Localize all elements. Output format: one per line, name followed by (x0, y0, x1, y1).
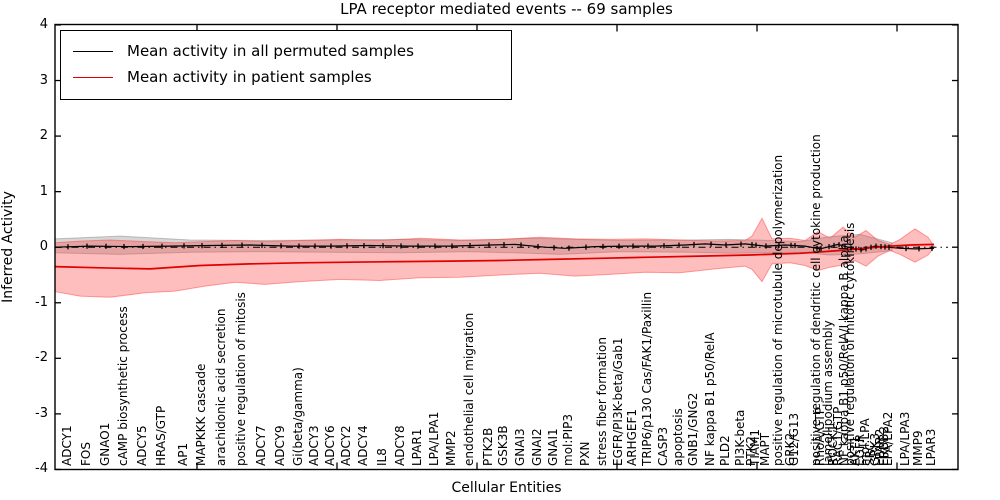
series-line-1 (54, 243, 935, 270)
entity-label: GNAO1 (98, 422, 112, 466)
entity-label: AP1 (176, 442, 190, 466)
y-tick-label: 1 (39, 183, 48, 199)
entity-label: GNB1/GNG2 (686, 392, 700, 466)
entity-label: TRIP6/p130 Cas/FAK1/Paxillin (640, 291, 654, 466)
entity-label: ADCY1 (60, 425, 74, 466)
entity-label: positive regulation of mitosis (234, 292, 248, 466)
entity-label: MMP2 (444, 430, 458, 466)
entity-label: HRAS/GTP (154, 405, 168, 466)
patient-samples-range-band (54, 217, 935, 298)
legend-row-permuted: Mean activity in all permuted samples (73, 38, 501, 64)
entity-label: cAMP biosynthetic process (116, 306, 130, 466)
entity-label: LPAR1 (410, 428, 424, 466)
y-tick-label: -4 (35, 461, 48, 477)
legend-label-permuted: Mean activity in all permuted samples (127, 42, 414, 60)
entity-label: ADCY2 (339, 425, 353, 466)
entity-label: LPA/LPA1 (427, 411, 441, 466)
entity-label: ADCY5 (135, 425, 149, 466)
entity-label: G12/G13 (787, 412, 801, 466)
entity-label: GNAI1 (546, 428, 560, 466)
entity-label: EGFR/PI3K-beta/Gab1 (611, 337, 625, 466)
y-tick-label: 3 (39, 72, 48, 88)
legend: Mean activity in all permuted samples Me… (60, 30, 512, 100)
chart-title: LPA receptor mediated events -- 69 sampl… (340, 0, 673, 18)
entity-label: ADCY4 (356, 425, 370, 466)
entity-label: IL8 (375, 448, 389, 466)
legend-row-patient: Mean activity in patient samples (73, 64, 501, 90)
legend-label-patient: Mean activity in patient samples (127, 68, 372, 86)
entity-label: ADCY9 (273, 425, 287, 466)
patient-line-swatch (73, 76, 113, 78)
permuted-samples-range-band (54, 233, 893, 256)
entity-label: PXN (578, 441, 592, 466)
entity-label: ADCY7 (254, 425, 268, 466)
entity-label: positive regulation of mitotic cytokines… (843, 222, 857, 466)
y-tick-label: 4 (39, 16, 48, 32)
entity-label: mol:PIP3 (561, 413, 575, 466)
entity-label: PTK2B (481, 427, 495, 466)
entity-label: PLD2 (718, 435, 732, 466)
entity-label: positive regulation of microtubule depol… (771, 154, 785, 466)
permuted-line-swatch (73, 50, 113, 52)
entity-label: MAPKKK cascade (194, 363, 208, 466)
entity-label: apoptosis (671, 408, 685, 466)
entity-label: LPA/LPA2 (881, 411, 895, 466)
entity-label: GSK3B (496, 425, 510, 466)
y-tick-label: -2 (35, 350, 48, 366)
entity-label: ARHGEF1 (625, 409, 639, 466)
entity-label: NF kappa B1 p50/RelA (703, 332, 717, 466)
entity-label: GNAI2 (530, 428, 544, 466)
entity-label: LPAR3 (924, 428, 938, 466)
entity-label: endothelial cell migration (462, 312, 476, 466)
y-tick-label: -3 (35, 405, 48, 421)
entity-label: ADCY3 (307, 425, 321, 466)
entity-label: ADCY6 (323, 425, 337, 466)
y-tick-label: 0 (39, 239, 48, 255)
x-axis-title: Cellular Entities (451, 480, 562, 496)
entity-label: GNAI3 (513, 428, 527, 466)
y-tick-label: 2 (39, 128, 48, 144)
entity-label: arachidonic acid secretion (214, 308, 228, 466)
entity-label: CASP3 (656, 426, 670, 466)
entity-label: FOS (79, 442, 93, 466)
y-tick-label: -1 (35, 294, 48, 310)
entity-label: ADCY8 (393, 425, 407, 466)
entity-label: stress fiber formation (595, 337, 609, 466)
entity-label: Gi(beta/gamma) (291, 367, 305, 466)
